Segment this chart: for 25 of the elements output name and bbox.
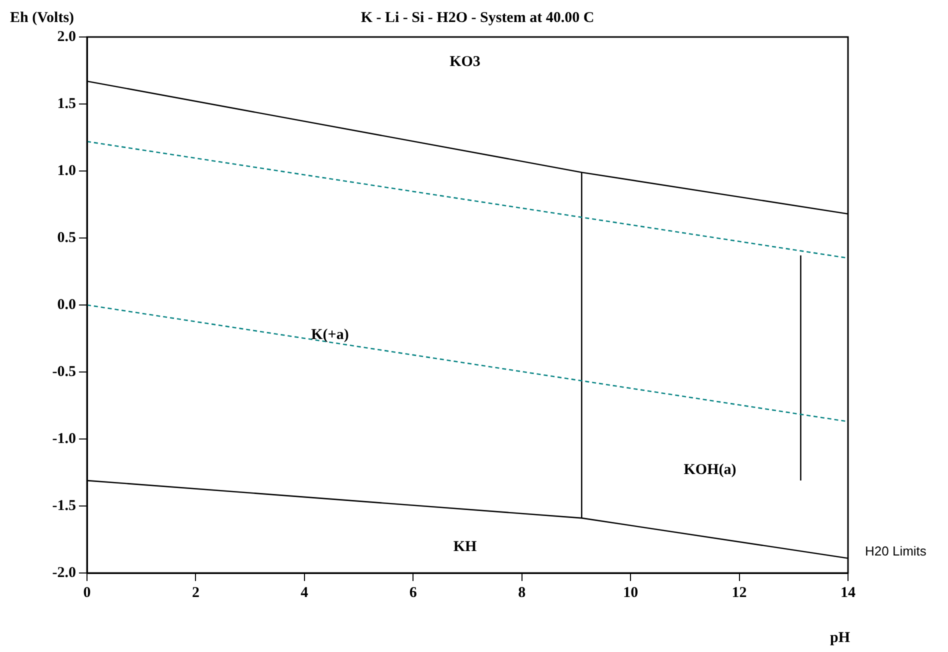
x-tick-label: 8 bbox=[518, 584, 526, 601]
y-axis-title: Eh (Volts) bbox=[10, 10, 74, 26]
text: H20 Limits bbox=[865, 544, 927, 559]
y-tick-label: 1.0 bbox=[57, 162, 76, 179]
y-tick-label: 1.5 bbox=[57, 96, 76, 112]
y-tick-label: 0.0 bbox=[57, 296, 76, 313]
y-tick-label: -1.0 bbox=[52, 430, 76, 447]
y-tick-label: -0.5 bbox=[52, 364, 76, 380]
y-tick-label: -2.0 bbox=[52, 564, 76, 581]
x-tick-label: 2 bbox=[192, 584, 200, 601]
chart-title: K - Li - Si - H2O - System at 40.00 C bbox=[360, 10, 594, 26]
annotation: KOH(a) bbox=[684, 462, 736, 478]
annotation: KH bbox=[453, 538, 477, 555]
annotation: KO3 bbox=[450, 54, 480, 70]
x-axis-title: pH bbox=[830, 630, 850, 646]
y-tick-label: -1.5 bbox=[52, 498, 76, 514]
x-tick-label: 12 bbox=[732, 584, 747, 601]
x-tick-label: 4 bbox=[300, 584, 309, 601]
x-tick-label: 6 bbox=[409, 584, 418, 601]
y-tick-label: 2.0 bbox=[57, 28, 76, 45]
x-tick-label: 14 bbox=[840, 584, 856, 601]
x-tick-label: 0 bbox=[83, 584, 91, 601]
x-tick-label: 10 bbox=[623, 584, 638, 601]
y-tick-label: 0.5 bbox=[57, 230, 76, 246]
annotation: K(+a) bbox=[311, 326, 349, 343]
